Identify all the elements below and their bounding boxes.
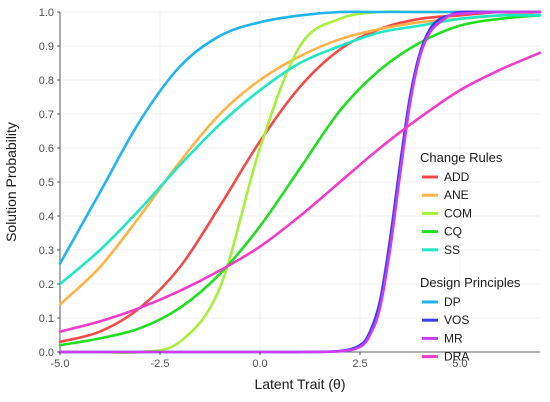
series-lines: [58, 10, 542, 355]
y-tick-label: 0.3: [39, 245, 54, 257]
legend-label-com: COM: [444, 206, 472, 220]
legend-label-mr: MR: [444, 331, 463, 345]
x-tick-label: -5.0: [51, 358, 70, 370]
legend-label-add: ADD: [444, 170, 470, 184]
x-tick-label: 2.5: [352, 358, 367, 370]
y-tick-label: 0.4: [39, 211, 54, 223]
legend-label-vos: VOS: [444, 313, 469, 327]
x-axis-title: Latent Trait (θ): [254, 376, 345, 392]
y-tick-label: 0.7: [39, 109, 54, 121]
series-line-dra: [58, 51, 542, 333]
y-tick-label: 0.6: [39, 143, 54, 155]
x-tick-label: 0.0: [252, 358, 267, 370]
legend-label-ss: SS: [444, 243, 460, 257]
legend-label-dra: DRA: [444, 350, 469, 364]
series-line-ss: [58, 13, 542, 286]
legend-title: Change Rules: [420, 150, 503, 165]
legend: Change Rules ADD ANE COM CQ SS Design Principl…: [420, 150, 521, 364]
tick-labels: 0.0 0.1 0.2 0.3 0.4 0.5 0.6 0.7 0.8 0.9 1.0 -5.0 -2.…: [39, 7, 468, 370]
y-tick-label: 0.5: [39, 177, 54, 189]
legend-title: Design Principles: [420, 275, 521, 290]
legend-label-ane: ANE: [444, 188, 469, 202]
y-tick-label: 0.8: [39, 75, 54, 87]
series-line-mr: [58, 10, 542, 354]
y-axis-title: Solution Probability: [3, 122, 19, 242]
y-tick-label: 0.2: [39, 279, 54, 291]
y-tick-label: 0.9: [39, 41, 54, 53]
legend-label-cq: CQ: [444, 225, 462, 239]
x-tick-label: -2.5: [151, 358, 170, 370]
x-tick-label: 5.0: [452, 358, 467, 370]
series-line-cq: [58, 14, 542, 347]
y-tick-label: 0.0: [39, 347, 54, 359]
legend-label-dp: DP: [444, 295, 461, 309]
y-tick-label: 0.1: [39, 313, 54, 325]
y-tick-label: 1.0: [39, 7, 54, 19]
